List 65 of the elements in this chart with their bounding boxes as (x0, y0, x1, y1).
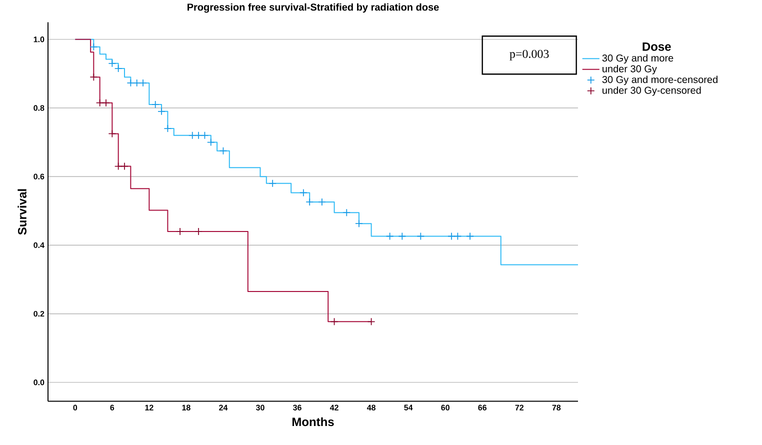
point (194, 227, 202, 236)
point (367, 318, 376, 326)
x-tick-label: 30 (256, 404, 264, 410)
y-tick-label: 0.2 (34, 310, 44, 316)
x-tick-label: 18 (182, 404, 190, 410)
annotation: p=0.003 (510, 50, 549, 60)
legend-label: 30 Gy and more-censored (602, 76, 718, 85)
y-axis-title: Survival (18, 189, 26, 235)
legend-label: under 30 Gy (602, 64, 657, 74)
point (96, 98, 104, 107)
y-tick-label: 1.0 (34, 36, 44, 42)
y-tick-label: 0.0 (34, 379, 44, 386)
point (114, 162, 122, 170)
point (219, 146, 228, 155)
point (206, 138, 215, 146)
x-tick-label: 78 (552, 404, 561, 410)
point (299, 188, 308, 197)
x-tick-label: 66 (478, 404, 487, 410)
point (102, 98, 110, 107)
point (355, 220, 363, 228)
legend-label: under 30 Gy-censored (602, 86, 701, 96)
x-tick-label: 48 (366, 404, 376, 410)
x-tick-label: 72 (515, 404, 524, 410)
x-tick-label: 42 (330, 404, 338, 410)
point (386, 232, 394, 240)
point (164, 124, 172, 132)
x-tick-label: 0 (73, 404, 78, 410)
x-tick-label: 12 (145, 404, 154, 410)
y-tick-label: 0.4 (34, 242, 44, 248)
y-tick-label: 0.6 (34, 174, 44, 180)
legend-label: 30 Gy and more (602, 54, 674, 64)
point (108, 59, 116, 68)
point (108, 130, 116, 138)
point (114, 64, 122, 72)
x-tick-label: 24 (219, 404, 228, 410)
point (176, 227, 184, 236)
point (398, 232, 406, 240)
point (342, 208, 351, 216)
chart-title: Progression free survival-Stratified by radiation dose (188, 3, 439, 13)
point (330, 318, 338, 326)
point (454, 232, 462, 240)
point (158, 107, 166, 116)
point (194, 131, 202, 140)
x-tick-label: 6 (110, 404, 114, 410)
y-tick-label: 0.8 (34, 105, 44, 111)
point (188, 131, 196, 140)
point (90, 73, 98, 81)
x-tick-label: 36 (293, 404, 302, 410)
point (90, 42, 98, 51)
point (306, 198, 314, 206)
point (151, 100, 160, 108)
x-tick-label: 60 (441, 404, 450, 410)
point (268, 179, 277, 188)
point (139, 78, 147, 87)
legend-title: Dose (642, 42, 671, 51)
point (120, 162, 128, 170)
point (126, 78, 135, 87)
point (416, 232, 425, 240)
point (466, 232, 474, 240)
point (200, 131, 209, 140)
point (448, 232, 456, 240)
x-axis-title: Months (292, 417, 334, 426)
point (318, 198, 326, 206)
x-tick-label: 54 (404, 404, 413, 410)
point (132, 78, 141, 87)
